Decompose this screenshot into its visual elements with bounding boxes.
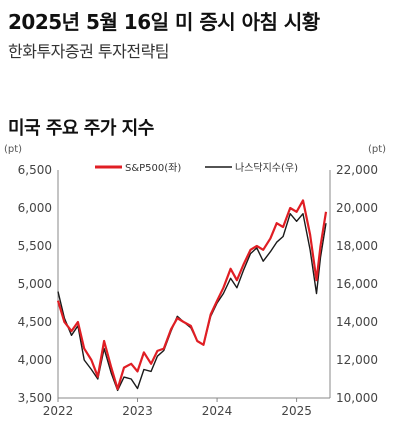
y-right-tick-label: 16,000 — [336, 277, 378, 291]
sp500-series-line — [56, 199, 328, 390]
x-tick-label: 2024 — [202, 404, 233, 418]
legend-nasdaq-label: 나스닥지수(우) — [235, 162, 298, 174]
x-tick-label: 2023 — [122, 404, 153, 418]
y-left-tick-label: 4,500 — [18, 315, 52, 329]
y-right-tick-label: 20,000 — [336, 201, 378, 215]
chart-title: 미국 주요 주가 지수 — [8, 118, 154, 139]
y-right-tick-label: 10,000 — [336, 391, 378, 405]
right-axis-unit: (pt) — [368, 144, 386, 155]
y-left-tick-label: 5,000 — [18, 277, 52, 291]
y-left-tick-label: 5,500 — [18, 239, 52, 253]
legend-sp500-label: S&P500(좌) — [125, 162, 181, 174]
left-axis-unit: (pt) — [4, 144, 22, 155]
y-right-tick-label: 18,000 — [336, 239, 378, 253]
y-left-tick-label: 6,500 — [18, 163, 52, 177]
report-title: 2025년 5월 16일 미 증시 아침 시황 — [8, 10, 320, 34]
y-left-tick-label: 6,000 — [18, 201, 52, 215]
y-left-tick-label: 4,000 — [18, 353, 52, 367]
x-tick-label: 2025 — [281, 404, 312, 418]
y-right-tick-label: 22,000 — [336, 163, 378, 177]
x-tick-label: 2022 — [43, 404, 74, 418]
y-right-tick-label: 12,000 — [336, 353, 378, 367]
nasdaq-series-line — [57, 212, 327, 392]
y-left-tick-label: 3,500 — [18, 391, 52, 405]
report-subtitle: 한화투자증권 투자전략팀 — [8, 42, 170, 61]
y-right-tick-label: 14,000 — [336, 315, 378, 329]
